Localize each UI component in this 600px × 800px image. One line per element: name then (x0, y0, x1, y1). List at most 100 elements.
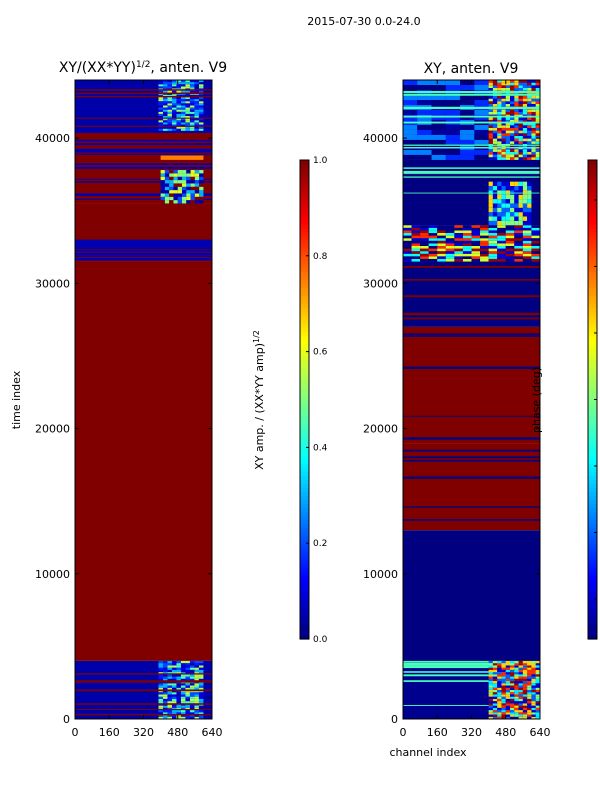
heatmap-cell (510, 672, 515, 675)
heatmap-cell (194, 710, 199, 713)
heatmap-cell (488, 85, 493, 88)
heatmap-cell (510, 203, 515, 208)
heatmap-cell (527, 190, 532, 195)
heatmap-cell (492, 130, 498, 134)
heatmap-cell (189, 128, 195, 131)
heatmap-cell (514, 665, 519, 668)
heatmap-cell (445, 154, 461, 160)
heatmap-cell (186, 180, 191, 184)
heatmap-cell (497, 253, 506, 257)
heatmap-cell (182, 200, 187, 204)
heatmap-cell (158, 116, 163, 119)
right-colorbar-label: phase (deg) (530, 367, 543, 433)
heatmap-cell (497, 667, 502, 670)
heatmap-cell (198, 111, 204, 114)
heatmap-cell (535, 85, 540, 88)
heatmap-cell (180, 694, 186, 697)
heatmap-cell (158, 118, 163, 121)
heatmap-cell (522, 87, 528, 91)
heatmap-cell (180, 111, 186, 114)
heatmap-cell (492, 103, 498, 107)
heatmap-cell (480, 243, 489, 246)
colorbar-segment (300, 567, 309, 572)
colorbar-segment (588, 307, 597, 313)
heatmap-cell (514, 251, 523, 254)
heatmap-cell (488, 707, 493, 711)
heatmap-cell (518, 194, 523, 200)
heatmap-cell (535, 119, 540, 123)
colorbar-segment (300, 383, 309, 389)
heatmap-cell (164, 173, 170, 177)
heatmap-cell (514, 109, 519, 112)
heatmap-cell (505, 665, 511, 668)
heatmap-cell (535, 681, 540, 684)
heatmap-cell (492, 117, 498, 120)
heatmap-cell (417, 84, 432, 90)
heatmap-cell (505, 135, 511, 139)
heatmap-cell (492, 85, 498, 88)
heatmap-cell (492, 135, 498, 139)
heatmap-cell (510, 127, 515, 131)
heatmap-cell (522, 714, 528, 717)
heatmap-cell (199, 176, 204, 181)
heatmap-cell (505, 238, 515, 241)
heatmap-cell (510, 687, 515, 690)
heatmap-stripe (403, 674, 540, 677)
heatmap-cell (535, 665, 540, 668)
heatmap-cell (445, 233, 455, 236)
heatmap-cell (189, 716, 195, 719)
colorbar-segment (588, 543, 597, 548)
heatmap-cell (514, 663, 519, 666)
colorbar-tick-label: 0.6 (313, 348, 328, 358)
heatmap-cell (492, 703, 498, 706)
heatmap-cell (167, 678, 172, 682)
heatmap-cell (167, 665, 172, 668)
heatmap-cell (497, 227, 506, 231)
heatmap-cell (501, 127, 506, 131)
colorbar-segment (588, 275, 597, 281)
heatmap-cell (497, 181, 502, 187)
heatmap-cell (160, 170, 165, 174)
heatmap-stripe (75, 239, 212, 242)
heatmap-cell (471, 248, 481, 252)
heatmap-cell (518, 154, 523, 158)
heatmap-cell (171, 82, 177, 85)
heatmap-cell (488, 186, 493, 191)
heatmap-cell (492, 87, 498, 91)
heatmap-cell (501, 141, 506, 144)
heatmap-cell (518, 125, 523, 128)
heatmap-cell (445, 94, 461, 100)
heatmap-cell (194, 101, 199, 104)
heatmap-cell (535, 672, 540, 675)
heatmap-stripe (75, 713, 212, 716)
heatmap-cell (510, 660, 515, 664)
heatmap-cell (510, 676, 515, 679)
heatmap-cell (518, 85, 523, 88)
heatmap-cell (488, 103, 493, 107)
heatmap-cell (531, 85, 536, 88)
heatmap-cell (445, 84, 461, 90)
heatmap-cell (514, 98, 519, 102)
heatmap-cell (445, 235, 455, 239)
heatmap-cell (497, 243, 506, 246)
heatmap-cell (527, 678, 532, 682)
heatmap-cell (194, 683, 199, 686)
colorbar-segment (588, 363, 597, 369)
colorbar-segment (588, 455, 597, 460)
heatmap-cell (480, 225, 489, 228)
heatmap-cell (185, 687, 190, 690)
colorbar-segment (588, 579, 597, 584)
heatmap-cell (505, 199, 511, 204)
heatmap-cell (522, 109, 528, 112)
heatmap-cell (176, 692, 181, 695)
heatmap-cell (505, 125, 511, 128)
heatmap-cell (171, 683, 177, 686)
heatmap-cell (171, 84, 177, 87)
heatmap-cell (167, 107, 172, 110)
heatmap-cell (189, 665, 195, 668)
heatmap-cell (158, 683, 163, 686)
heatmap-cell (160, 176, 165, 181)
x-tick-label: 480 (495, 726, 516, 739)
heatmap-cell (505, 703, 511, 706)
heatmap-cell (497, 698, 502, 702)
